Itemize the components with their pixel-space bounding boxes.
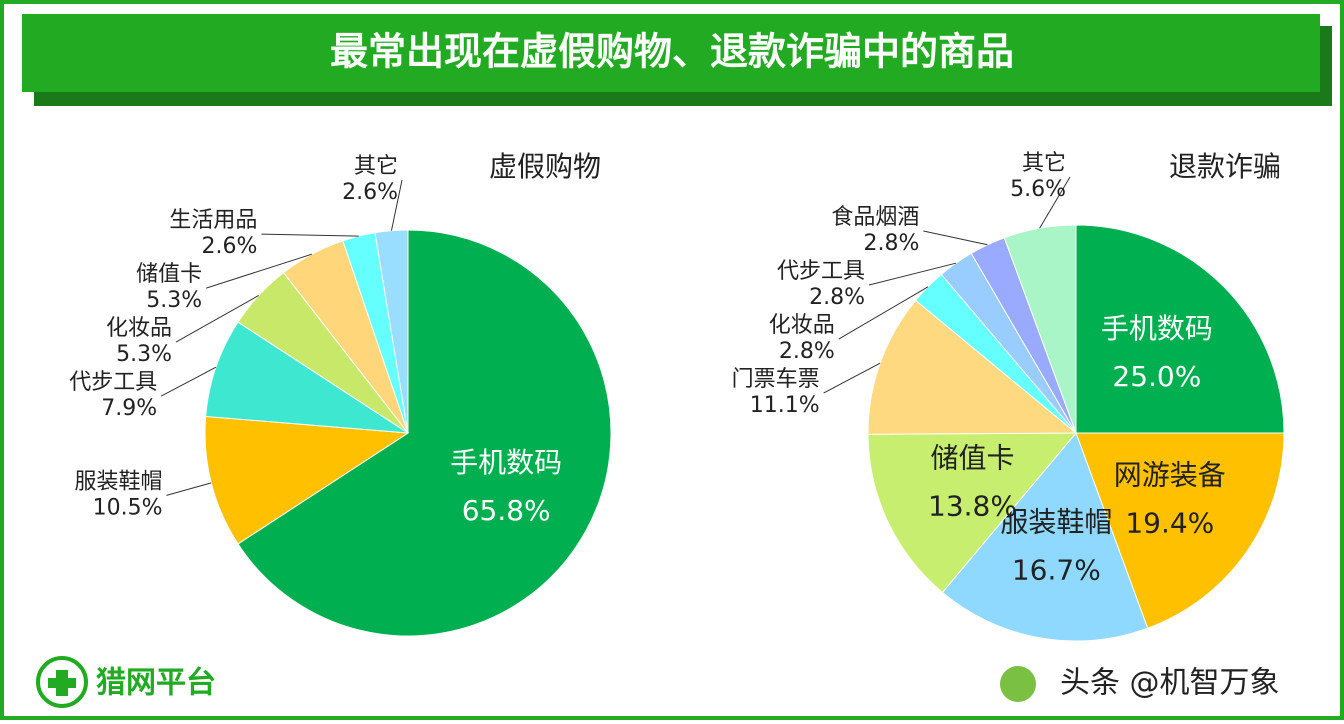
leader-line [206, 253, 313, 289]
page-title: 最常出现在虚假购物、退款诈骗中的商品 [330, 30, 1014, 74]
leader-line [390, 179, 403, 231]
leader-line [1039, 176, 1071, 229]
watermark-logo [1000, 666, 1036, 702]
slice-name: 代步工具 [777, 259, 865, 284]
slice-value: 25.0% [1112, 360, 1201, 393]
pie-slice [867, 432, 1078, 594]
slice-name: 化妆品 [769, 313, 835, 338]
slice-name: 储值卡 [136, 262, 202, 287]
slice-name: 其它 [1022, 151, 1066, 176]
slice-name: 其它 [354, 154, 398, 179]
pie-slice [1075, 224, 1285, 434]
slice-value: 11.1% [750, 393, 820, 418]
slice-value: 13.8% [928, 490, 1017, 523]
banner [22, 14, 1320, 92]
watermark: 头条 @机智万象 [1060, 666, 1280, 701]
slice-value: 2.8% [779, 339, 835, 364]
slice-name: 服装鞋帽 [74, 469, 162, 494]
slice-value: 16.7% [1012, 554, 1101, 587]
pie-slice [205, 321, 409, 434]
slice-value: 5.3% [146, 288, 202, 313]
charts: 虚假购物手机数码65.8%其它2.6%生活用品2.6%储值卡5.3%化妆品5.3… [69, 150, 1285, 642]
slice-value: 2.8% [809, 285, 865, 310]
leader-line [166, 482, 212, 496]
slice-name: 生活用品 [169, 208, 257, 233]
pie-slice [204, 415, 410, 545]
brand-logo-cross [48, 670, 76, 696]
pie-slice [1075, 432, 1285, 629]
pie-slice [867, 299, 1078, 435]
slice-value: 65.8% [462, 494, 551, 527]
brand: 猎网平台 [96, 666, 216, 701]
leader-line [823, 362, 881, 394]
slice-name: 网游装备 [1114, 458, 1226, 491]
pie-slice [1003, 224, 1077, 434]
slice-value: 2.8% [863, 231, 919, 256]
slice-name: 储值卡 [930, 442, 1014, 475]
slice-name: 门票车票 [732, 367, 820, 392]
pie-slice [374, 229, 409, 434]
slice-value: 10.5% [93, 495, 163, 520]
pie-slice [237, 229, 612, 637]
slice-name: 手机数码 [450, 446, 562, 479]
slice-value: 7.9% [101, 396, 157, 421]
slice-name: 化妆品 [106, 316, 172, 341]
slice-value: 19.4% [1125, 506, 1214, 539]
slice-name: 服装鞋帽 [1000, 506, 1112, 539]
pie-title: 虚假购物 [489, 150, 601, 183]
leader-line [175, 295, 259, 343]
slice-name: 食品烟酒 [831, 205, 919, 230]
pie-title: 退款诈骗 [1169, 150, 1281, 183]
slice-value: 5.6% [1010, 177, 1066, 202]
leader-line [261, 233, 359, 237]
slice-name: 代步工具 [69, 370, 157, 395]
slice-value: 2.6% [342, 180, 398, 205]
leader-line [923, 230, 988, 246]
leader-line [160, 366, 217, 397]
leader-line [868, 262, 956, 286]
slice-name: 手机数码 [1101, 312, 1213, 345]
slice-value: 5.3% [116, 342, 172, 367]
slice-value: 2.6% [201, 234, 257, 259]
leader-line [838, 286, 929, 340]
pie-slice [941, 432, 1149, 642]
brand-logo [36, 656, 88, 708]
